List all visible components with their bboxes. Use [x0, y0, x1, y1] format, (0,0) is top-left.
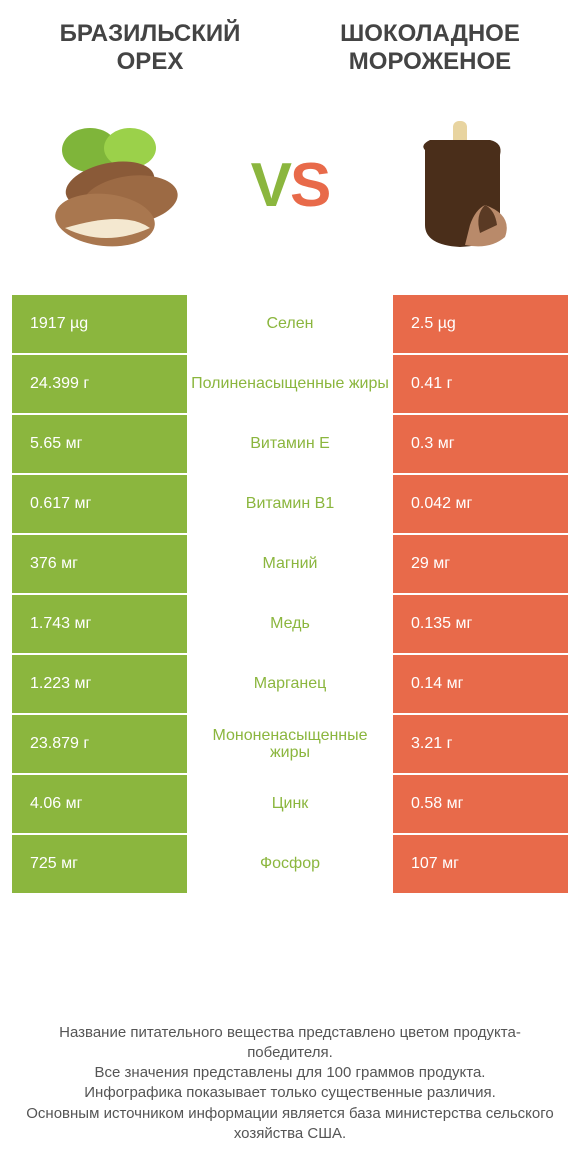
- table-row: 5.65 мгВитамин E0.3 мг: [12, 415, 568, 473]
- nutrient-name: Медь: [187, 595, 393, 653]
- left-value: 5.65 мг: [12, 415, 187, 473]
- right-value: 2.5 µg: [393, 295, 568, 353]
- left-value: 376 мг: [12, 535, 187, 593]
- vs-s: S: [290, 151, 329, 220]
- vs-label: VS: [251, 150, 330, 221]
- nutrient-name: Витамин B1: [187, 475, 393, 533]
- left-value: 24.399 г: [12, 355, 187, 413]
- left-value: 725 мг: [12, 835, 187, 893]
- nutrient-name: Цинк: [187, 775, 393, 833]
- left-value: 4.06 мг: [12, 775, 187, 833]
- table-row: 725 мгФосфор107 мг: [12, 835, 568, 893]
- left-value: 1917 µg: [12, 295, 187, 353]
- nutrient-name: Мононенасыщенные жиры: [187, 715, 393, 773]
- footer-line-4: Основным источником информации является …: [20, 1104, 560, 1145]
- footer-line-2: Все значения представлены для 100 граммо…: [20, 1063, 560, 1083]
- footer-line-1: Название питательного вещества представл…: [20, 1023, 560, 1064]
- right-value: 107 мг: [393, 835, 568, 893]
- right-value: 0.135 мг: [393, 595, 568, 653]
- right-value: 0.58 мг: [393, 775, 568, 833]
- left-value: 0.617 мг: [12, 475, 187, 533]
- table-row: 4.06 мгЦинк0.58 мг: [12, 775, 568, 833]
- table-row: 24.399 гПолиненасыщенные жиры0.41 г: [12, 355, 568, 413]
- left-value: 23.879 г: [12, 715, 187, 773]
- right-product-image: [370, 115, 550, 255]
- footer-line-3: Инфографика показывает только существенн…: [20, 1083, 560, 1103]
- nutrient-name: Марганец: [187, 655, 393, 713]
- table-row: 1917 µgСелен2.5 µg: [12, 295, 568, 353]
- right-value: 0.14 мг: [393, 655, 568, 713]
- right-value: 0.042 мг: [393, 475, 568, 533]
- footer-notes: Название питательного вещества представл…: [0, 1023, 580, 1145]
- left-product-title: БРАЗИЛЬСКИЙ ОРЕХ: [30, 20, 270, 75]
- vs-section: VS: [0, 85, 580, 295]
- left-value: 1.223 мг: [12, 655, 187, 713]
- nutrient-name: Селен: [187, 295, 393, 353]
- table-row: 1.743 мгМедь0.135 мг: [12, 595, 568, 653]
- right-value: 3.21 г: [393, 715, 568, 773]
- nutrient-name: Полиненасыщенные жиры: [187, 355, 393, 413]
- table-row: 23.879 гМононенасыщенные жиры3.21 г: [12, 715, 568, 773]
- nutrient-name: Фосфор: [187, 835, 393, 893]
- nutrient-name: Витамин E: [187, 415, 393, 473]
- comparison-table: 1917 µgСелен2.5 µg24.399 гПолиненасыщенн…: [0, 295, 580, 893]
- right-value: 29 мг: [393, 535, 568, 593]
- table-row: 1.223 мгМарганец0.14 мг: [12, 655, 568, 713]
- left-value: 1.743 мг: [12, 595, 187, 653]
- header: БРАЗИЛЬСКИЙ ОРЕХ ШОКОЛАДНОЕ МОРОЖЕНОЕ: [0, 0, 580, 85]
- right-value: 0.3 мг: [393, 415, 568, 473]
- table-row: 0.617 мгВитамин B10.042 мг: [12, 475, 568, 533]
- table-row: 376 мгМагний29 мг: [12, 535, 568, 593]
- left-product-image: [30, 115, 210, 255]
- nutrient-name: Магний: [187, 535, 393, 593]
- right-product-title: ШОКОЛАДНОЕ МОРОЖЕНОЕ: [310, 20, 550, 75]
- right-value: 0.41 г: [393, 355, 568, 413]
- vs-v: V: [251, 151, 290, 220]
